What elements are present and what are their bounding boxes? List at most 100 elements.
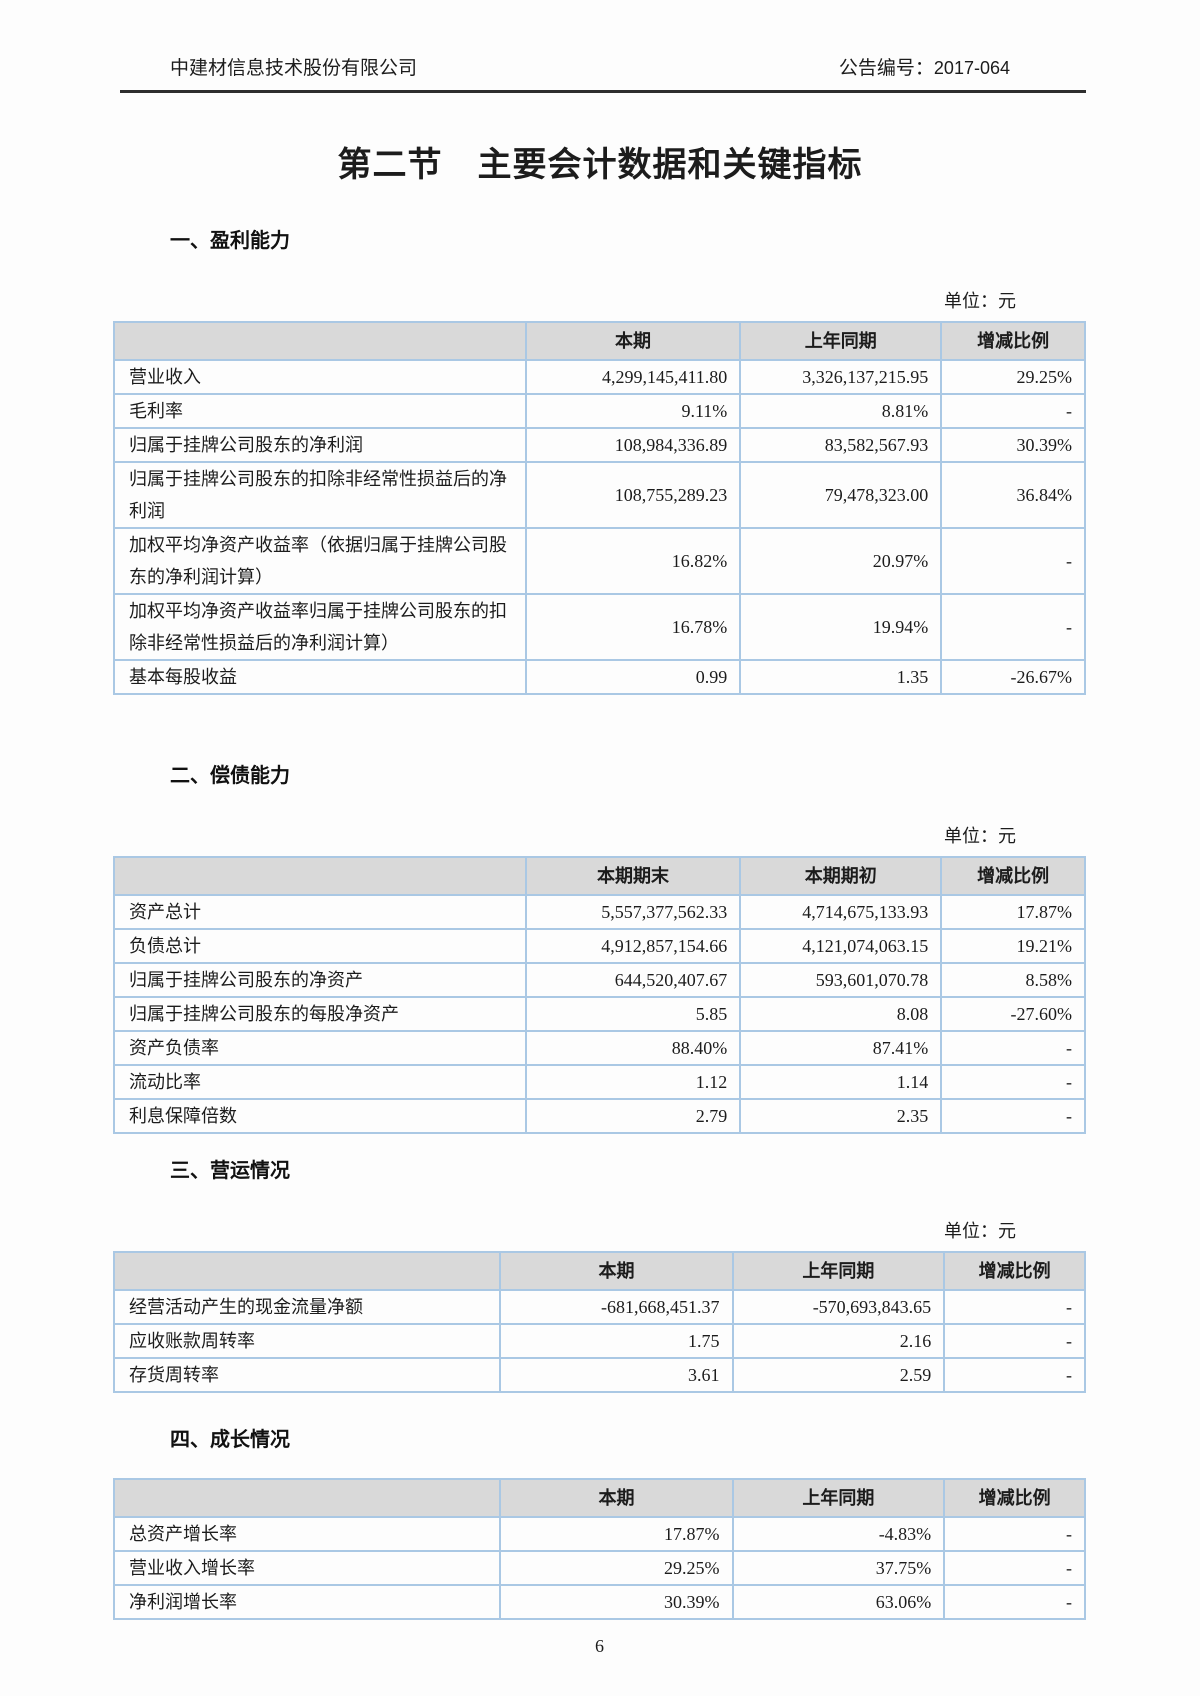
row-value: 108,984,336.89: [524, 426, 742, 463]
row-value: 1.14: [739, 1063, 943, 1100]
row-value: 108,755,289.23: [524, 460, 742, 529]
row-value: 3,326,137,215.95: [739, 358, 943, 395]
row-value: 2.16: [731, 1322, 946, 1359]
row-value: 8.58%: [940, 961, 1086, 998]
row-label: 归属于挂牌公司股东的每股净资产: [113, 995, 527, 1032]
document-title: 第二节 主要会计数据和关键指标: [337, 146, 863, 184]
row-value: 36.84%: [940, 460, 1086, 529]
row-value: -570,693,843.65: [731, 1288, 946, 1325]
column-header: 增减比例: [943, 1250, 1086, 1291]
page-header: 中建材信息技术股份有限公司 公告编号：2017-064: [120, 58, 1086, 93]
row-value: -: [943, 1356, 1086, 1393]
table-row: 营业收入 4,299,145,411.80 3,326,137,215.95 29.2…: [113, 358, 1086, 395]
section-profitability: 一、盈利能力 单位：元 本期 上年同期 增减比例 营业收入 4,299,145,411.…: [113, 224, 1086, 695]
row-label: 营业收入: [113, 358, 527, 395]
column-header: 上年同期: [731, 1250, 946, 1291]
row-label: 经营活动产生的现金流量净额: [112, 1288, 502, 1325]
row-value: 83,582,567.93: [739, 426, 943, 463]
row-label: 流动比率: [113, 1063, 527, 1100]
row-value: -: [940, 526, 1086, 595]
row-value: -: [943, 1288, 1086, 1325]
column-header: [112, 1250, 502, 1291]
section-solvency: 二、偿债能力 单位：元 本期期末 本期期初 增减比例 资产总计 5,557,377,56…: [113, 759, 1086, 1134]
section-heading: 四、成长情况: [170, 1428, 290, 1451]
row-label: 净利润增长率: [112, 1583, 502, 1620]
row-label: 资产总计: [113, 893, 527, 930]
row-value: 17.87%: [940, 893, 1086, 930]
row-value: 30.39%: [499, 1583, 734, 1620]
row-value: 2.79: [524, 1097, 742, 1134]
table-row: 利息保障倍数 2.79 2.35-: [113, 1097, 1086, 1134]
table-row: 流动比率 1.12 1.14-: [113, 1063, 1086, 1100]
row-value: 8.08: [739, 995, 943, 1032]
table-header-row: 本期 上年同期 增减比例: [113, 320, 1086, 361]
row-label: 总资产增长率: [112, 1515, 502, 1552]
row-label: 存货周转率: [112, 1356, 502, 1393]
column-header: 上年同期: [731, 1477, 946, 1518]
row-label: 基本每股收益: [113, 658, 527, 695]
section-heading: 一、盈利能力: [170, 229, 290, 252]
table-row: 归属于挂牌公司股东的扣除非经常性损益后的净利润 108,755,289.23 79,…: [113, 460, 1086, 529]
unit-label: 单位：元: [944, 290, 1016, 311]
row-value: -: [940, 1029, 1086, 1066]
row-value: -: [940, 392, 1086, 429]
row-value: -: [943, 1515, 1086, 1552]
row-value: 4,121,074,063.15: [739, 927, 943, 964]
column-header: [112, 1477, 502, 1518]
row-value: 4,299,145,411.80: [524, 358, 742, 395]
row-value: 19.21%: [940, 927, 1086, 964]
row-value: -: [943, 1583, 1086, 1620]
row-value: 2.35: [739, 1097, 943, 1134]
row-value: -681,668,451.37: [499, 1288, 734, 1325]
table-row: 加权平均净资产收益率（依据归属于挂牌公司股东的净利润计算） 16.82% 20.97…: [113, 526, 1086, 595]
column-header: 本期期末: [524, 855, 742, 896]
row-value: 88.40%: [524, 1029, 742, 1066]
column-header: 增减比例: [940, 855, 1086, 896]
table-row: 毛利率 9.11% 8.81% -: [113, 392, 1086, 429]
column-header: 本期: [499, 1477, 734, 1518]
row-value: 17.87%: [499, 1515, 734, 1552]
table-row: 存货周转率 3.61 2.59-: [112, 1356, 1086, 1393]
row-value: 20.97%: [739, 526, 943, 595]
growth-table: 本期 上年同期 增减比例 总资产增长率 17.87% -4.83% - 营业收入增长率 29.2…: [112, 1477, 1086, 1620]
page-number: 6: [595, 1635, 604, 1656]
row-value: 5.85: [524, 995, 742, 1032]
row-value: 30.39%: [940, 426, 1086, 463]
table-row: 经营活动产生的现金流量净额 -681,668,451.37 -570,693,843…: [112, 1288, 1086, 1325]
section-heading: 二、偿债能力: [170, 764, 290, 787]
column-header: [113, 320, 527, 361]
solvency-table: 本期期末 本期期初 增减比例 资产总计 5,557,377,562.33 4,714,67…: [113, 855, 1086, 1134]
row-value: 37.75%: [731, 1549, 946, 1586]
table-row: 资产负债率 88.40% 87.41% -: [113, 1029, 1086, 1066]
row-value: 87.41%: [739, 1029, 943, 1066]
row-label: 毛利率: [113, 392, 527, 429]
row-value: 29.25%: [940, 358, 1086, 395]
section-heading: 三、营运情况: [170, 1159, 290, 1182]
row-label: 利息保障倍数: [113, 1097, 527, 1134]
row-value: 63.06%: [731, 1583, 946, 1620]
row-value: -: [940, 1063, 1086, 1100]
row-value: -: [940, 592, 1086, 661]
column-header: 本期期初: [739, 855, 943, 896]
section-operations: 三、营运情况 单位：元 本期 上年同期 增减比例 经营活动产生的现金流量净额 -681,…: [112, 1154, 1086, 1393]
header-divider: [120, 89, 1086, 93]
content-column: 一、盈利能力 单位：元 本期 上年同期 增减比例 营业收入 4,299,145,411.…: [112, 224, 1086, 1657]
table-row: 归属于挂牌公司股东的净资产 644,520,407.67 593,601,070.7…: [113, 961, 1086, 998]
row-value: 2.59: [731, 1356, 946, 1393]
row-value: 16.82%: [524, 526, 742, 595]
row-label: 归属于挂牌公司股东的净利润: [113, 426, 527, 463]
row-value: 4,714,675,133.93: [739, 893, 943, 930]
table-row: 负债总计 4,912,857,154.66 4,121,074,063.15 19.2…: [113, 927, 1086, 964]
row-value: 16.78%: [524, 592, 742, 661]
row-value: 1.35: [739, 658, 943, 695]
table-row: 归属于挂牌公司股东的净利润 108,984,336.89 83,582,567.93…: [113, 426, 1086, 463]
row-label: 资产负债率: [113, 1029, 527, 1066]
unit-label: 单位：元: [944, 825, 1016, 846]
row-value: -4.83%: [731, 1515, 946, 1552]
column-header: 本期: [499, 1250, 734, 1291]
row-label: 归属于挂牌公司股东的净资产: [113, 961, 527, 998]
table-row: 资产总计 5,557,377,562.33 4,714,675,133.93 17.8…: [113, 893, 1086, 930]
row-value: 79,478,323.00: [739, 460, 943, 529]
row-value: -: [943, 1322, 1086, 1359]
